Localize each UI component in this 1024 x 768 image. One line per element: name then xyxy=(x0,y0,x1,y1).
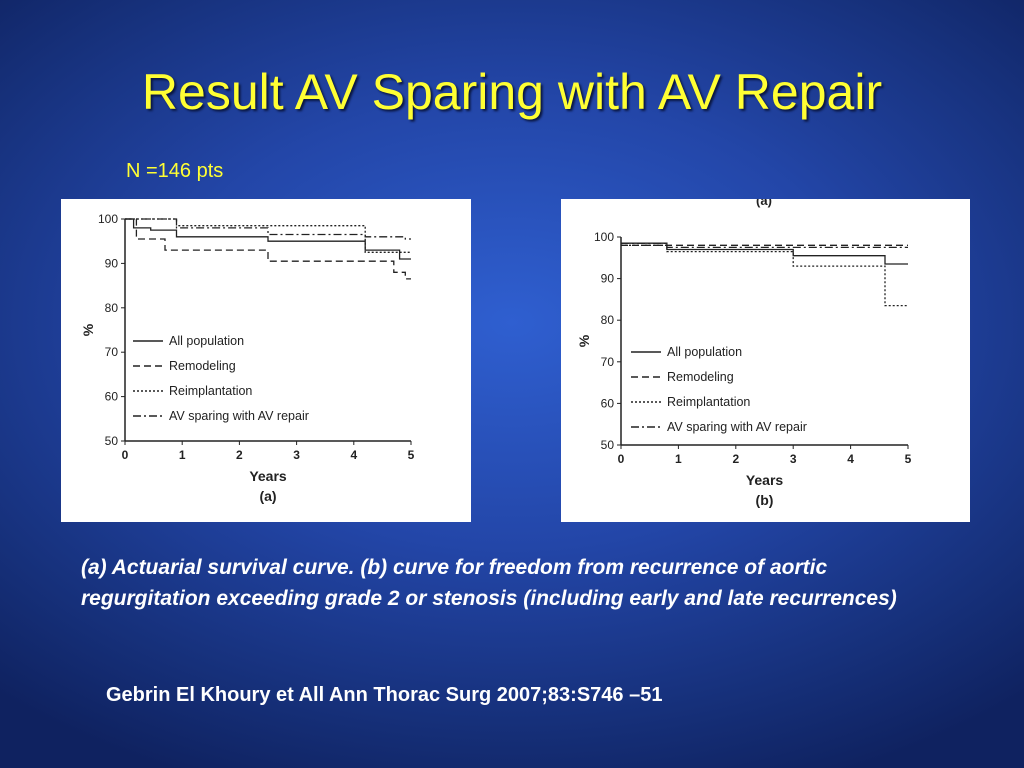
x-tick-label: 4 xyxy=(350,448,357,462)
y-tick-label: 70 xyxy=(601,355,615,369)
series-line-dashdot xyxy=(125,218,411,240)
series-line-dotted xyxy=(621,244,908,307)
legend-label: Reimplantation xyxy=(169,384,252,398)
x-tick-label: 3 xyxy=(790,452,797,466)
legend-label: AV sparing with AV repair xyxy=(169,409,309,423)
chart-panel-b: 50 60 70 80 90 100 0 1 2 3 4 5 Years% (b) (a) All popul… xyxy=(561,199,970,522)
panel-label: (b) xyxy=(756,492,774,508)
citation: Gebrin El Khoury et All Ann Thorac Surg … xyxy=(106,684,663,706)
patient-count: N =146 pts xyxy=(126,160,224,182)
legend-label: All population xyxy=(667,345,742,359)
y-tick-label: 80 xyxy=(601,313,615,327)
x-tick-label: 0 xyxy=(122,448,129,462)
y-tick-label: 50 xyxy=(601,438,615,452)
panel-label: (a) xyxy=(259,488,276,504)
x-tick-label: 5 xyxy=(408,448,415,462)
y-tick-label: 60 xyxy=(601,396,615,410)
series-line-dotted xyxy=(125,218,411,253)
figure-caption: (a) Actuarial survival curve. (b) curve … xyxy=(81,556,897,610)
chart-panel-a: 50 60 70 80 90 100 0 1 2 3 4 5 Years% (a) All populati… xyxy=(61,199,471,522)
header-panel-label: (a) xyxy=(756,199,772,208)
y-axis-label: % xyxy=(576,334,592,347)
series-line-solid xyxy=(621,242,908,265)
x-tick-label: 1 xyxy=(675,452,682,466)
y-tick-label: 50 xyxy=(105,434,119,448)
y-tick-label: 60 xyxy=(105,390,119,404)
x-tick-label: 2 xyxy=(236,448,243,462)
legend-label: Reimplantation xyxy=(667,395,750,409)
y-tick-label: 80 xyxy=(105,301,119,315)
slide-title: Result AV Sparing with AV Repair xyxy=(141,64,883,120)
x-axis-label: Years xyxy=(249,468,287,484)
x-tick-label: 0 xyxy=(618,452,625,466)
y-tick-label: 90 xyxy=(601,272,615,286)
recurrence-chart-b: 50 60 70 80 90 100 0 1 2 3 4 5 Years% (b) (a) All popul… xyxy=(576,199,912,508)
legend-label: AV sparing with AV repair xyxy=(667,420,807,434)
y-tick-label: 100 xyxy=(98,212,118,226)
legend-label: All population xyxy=(169,334,244,348)
x-tick-label: 5 xyxy=(905,452,912,466)
x-tick-label: 2 xyxy=(732,452,739,466)
x-tick-label: 1 xyxy=(179,448,186,462)
x-tick-label: 4 xyxy=(847,452,854,466)
y-tick-label: 90 xyxy=(105,256,119,270)
y-axis-label: % xyxy=(80,323,96,336)
y-tick-label: 100 xyxy=(594,230,614,244)
x-tick-label: 3 xyxy=(293,448,300,462)
legend-label: Remodeling xyxy=(169,359,236,373)
series-line-solid xyxy=(125,218,411,260)
series-line-dashed xyxy=(125,218,411,280)
survival-chart-a: 50 60 70 80 90 100 0 1 2 3 4 5 Years% (a) All populati… xyxy=(80,212,415,504)
y-tick-label: 70 xyxy=(105,345,119,359)
series-line-dashdot xyxy=(621,242,908,249)
x-axis-label: Years xyxy=(746,472,784,488)
legend-label: Remodeling xyxy=(667,370,734,384)
